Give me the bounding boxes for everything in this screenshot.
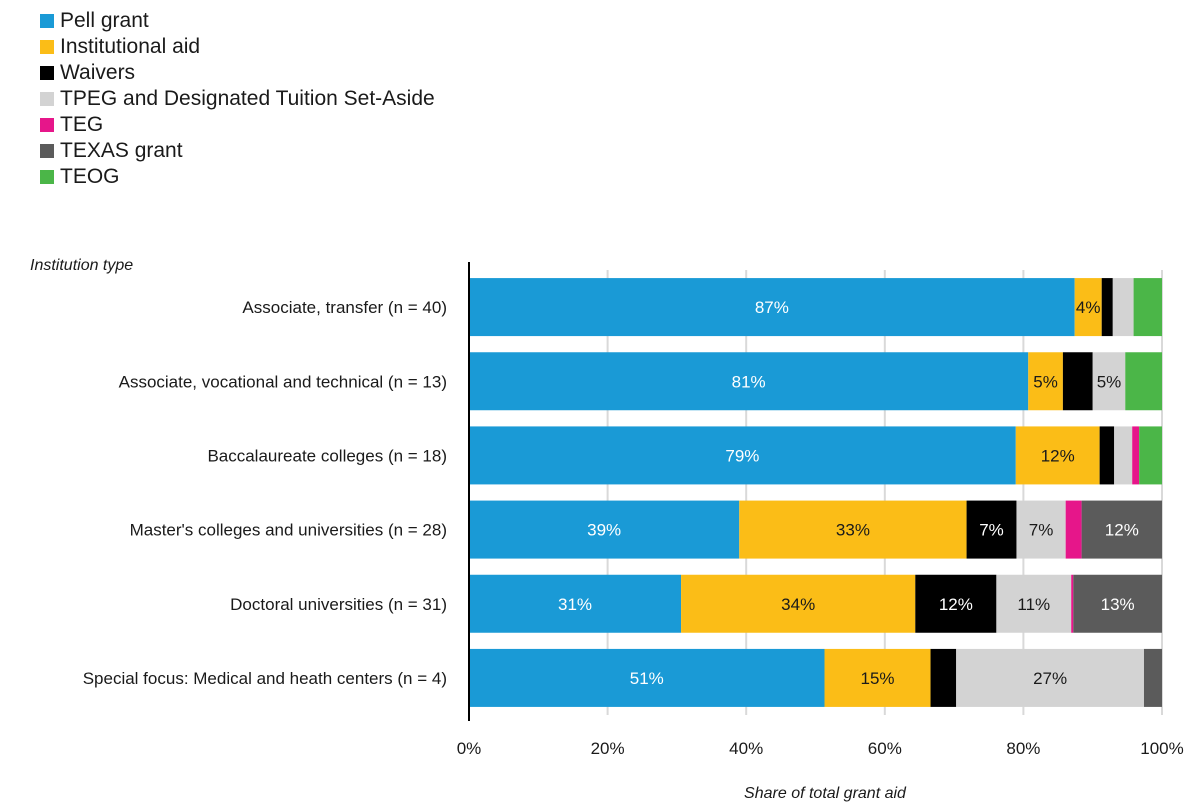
bar-segment <box>1065 500 1082 559</box>
gridlines <box>606 270 1163 715</box>
bar-segment <box>1114 426 1133 485</box>
legend-swatch <box>40 40 54 54</box>
bar-segment <box>1081 500 1162 559</box>
category-label: Associate, vocational and technical (n =… <box>119 372 447 391</box>
data-label: 13% <box>1101 595 1135 614</box>
bar-segment <box>1016 500 1066 559</box>
bar-segment <box>824 648 931 707</box>
legend-swatch <box>40 170 54 184</box>
x-tick-label: 0% <box>457 739 482 758</box>
bar-segment <box>1099 426 1115 485</box>
data-label: 4% <box>1076 298 1101 317</box>
legend-label: TEOG <box>60 165 120 188</box>
bar-segment <box>469 278 1075 337</box>
bar-segment <box>469 574 682 633</box>
data-label: 5% <box>1097 372 1122 391</box>
x-tick-label: 100% <box>1140 739 1183 758</box>
x-tick-label: 60% <box>868 739 902 758</box>
legend-item: TEXAS grant <box>40 138 435 164</box>
data-label: 12% <box>1041 446 1075 465</box>
legend-swatch <box>40 92 54 106</box>
data-label: 5% <box>1033 372 1058 391</box>
data-label: 31% <box>558 595 592 614</box>
legend-item: Institutional aid <box>40 34 435 60</box>
legend-swatch <box>40 144 54 158</box>
data-label: 81% <box>732 372 766 391</box>
legend-label: Pell grant <box>60 9 149 32</box>
data-label: 7% <box>979 521 1004 540</box>
legend-item: TEOG <box>40 164 435 190</box>
bar-segment <box>915 574 997 633</box>
data-label: 15% <box>861 669 895 688</box>
data-label: 12% <box>939 595 973 614</box>
x-tick-label: 40% <box>729 739 763 758</box>
axis: 0% 20% 40% 60% 80% 100% <box>457 262 1184 758</box>
bar-segment <box>1101 278 1113 337</box>
category-label: Baccalaureate colleges (n = 18) <box>207 446 447 465</box>
bar-segment <box>996 574 1072 633</box>
bar-segment <box>966 500 1017 559</box>
bar-segment <box>1062 352 1093 411</box>
bar-segment <box>1071 574 1074 633</box>
data-label: 34% <box>781 595 815 614</box>
x-tick-label: 20% <box>591 739 625 758</box>
bar-segment <box>1133 278 1162 337</box>
data-label: 79% <box>725 446 759 465</box>
bar-segment <box>1139 426 1162 485</box>
data-label: 12% <box>1105 521 1139 540</box>
bar-segment <box>469 426 1016 485</box>
legend-item: TEG <box>40 112 435 138</box>
bar-segment <box>1028 352 1063 411</box>
legend-item: TPEG and Designated Tuition Set-Aside <box>40 86 435 112</box>
x-tick-label: 80% <box>1006 739 1040 758</box>
legend-label: Institutional aid <box>60 35 201 58</box>
data-label: 7% <box>1029 521 1054 540</box>
legend-label: Waivers <box>60 61 136 84</box>
bar-segment <box>681 574 916 633</box>
category-label: Special focus: Medical and heath centers… <box>83 669 447 688</box>
bar-segment <box>1015 426 1100 485</box>
legend-label: TPEG and Designated Tuition Set-Aside <box>60 87 435 110</box>
category-label: Doctoral universities (n = 31) <box>230 595 447 614</box>
bars: 87% 4% Associate, transfer (n = 40) 81% 5% 5%… <box>83 278 1162 707</box>
y-axis-title: Institution type <box>30 257 133 274</box>
bar-segment <box>469 500 740 559</box>
data-label: 39% <box>587 521 621 540</box>
legend-swatch <box>40 118 54 132</box>
bar-segment <box>469 352 1029 411</box>
bar-segment <box>956 648 1144 707</box>
legend-label: TEXAS grant <box>60 139 183 162</box>
data-label: 33% <box>836 521 870 540</box>
bar-segment <box>1132 426 1140 485</box>
chart-legend: Pell grant Institutional aid Waivers TPEG a… <box>40 8 435 190</box>
legend-swatch <box>40 66 54 80</box>
x-axis-title: Share of total grant aid <box>744 785 907 802</box>
bar-segment <box>1143 648 1162 707</box>
bar-segment <box>1073 574 1162 633</box>
bar-segment <box>930 648 957 707</box>
legend-item: Waivers <box>40 60 435 86</box>
bar-segment <box>1074 278 1102 337</box>
legend-swatch <box>40 14 54 28</box>
legend-label: TEG <box>60 113 104 136</box>
category-label: Master's colleges and universities (n = … <box>130 521 447 540</box>
data-label: 27% <box>1033 669 1067 688</box>
data-label: 87% <box>755 298 789 317</box>
bar-segment <box>739 500 967 559</box>
legend-item: Pell grant <box>40 8 435 34</box>
data-label: 11% <box>1017 595 1050 614</box>
data-label: 51% <box>630 669 664 688</box>
bar-segment <box>1112 278 1134 337</box>
category-label: Associate, transfer (n = 40) <box>242 298 447 317</box>
bar-segment <box>1092 352 1126 411</box>
bar-segment <box>469 648 825 707</box>
bar-segment <box>1125 352 1162 411</box>
